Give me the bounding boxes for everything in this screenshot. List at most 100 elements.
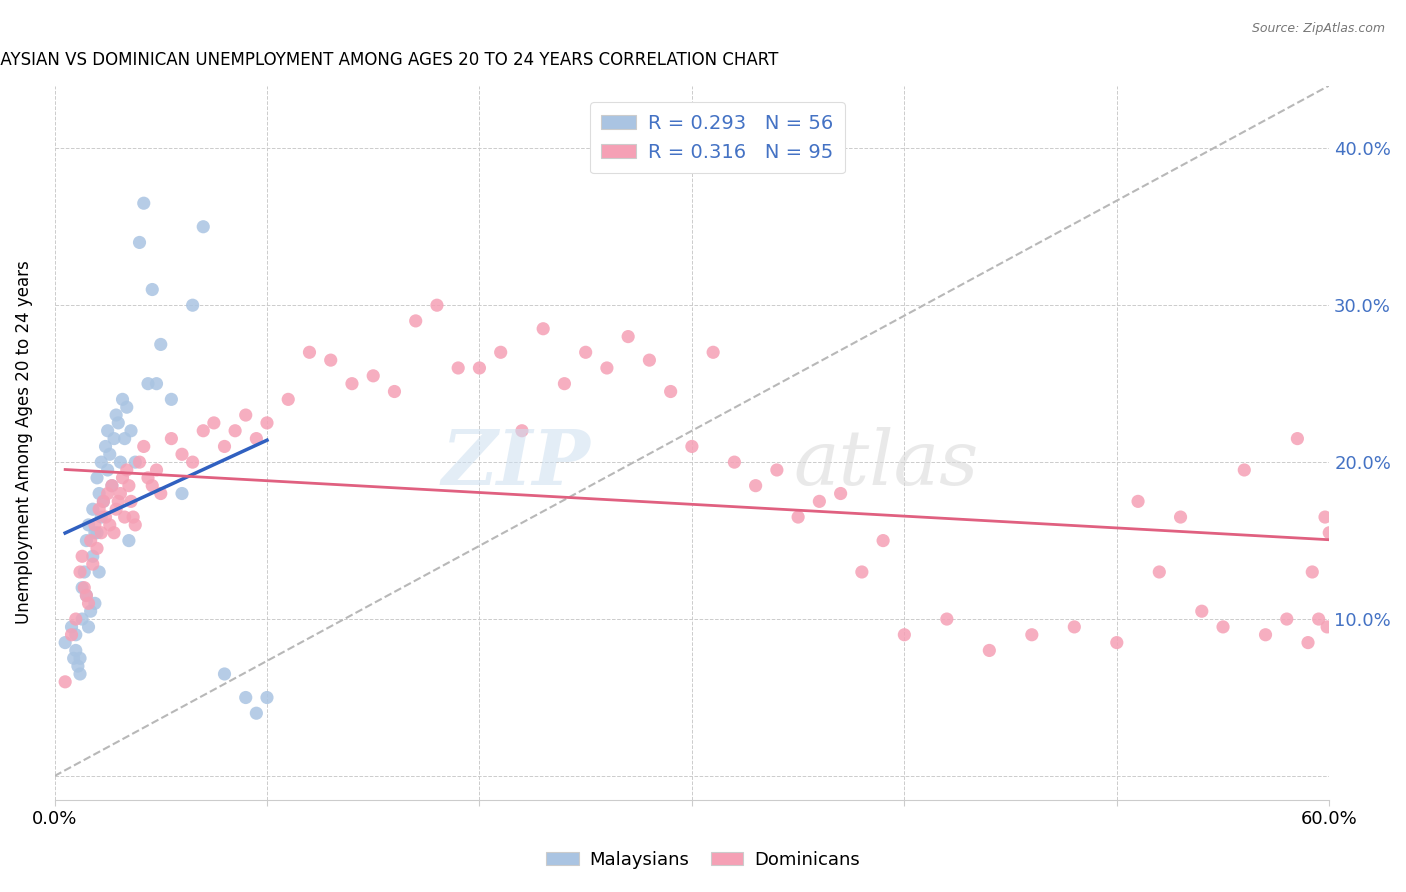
Point xyxy=(851,565,873,579)
Point xyxy=(83,517,105,532)
Point xyxy=(1301,565,1323,579)
Point xyxy=(105,408,128,422)
Point xyxy=(77,596,100,610)
Point xyxy=(89,565,111,579)
Point xyxy=(79,604,101,618)
Point xyxy=(141,478,163,492)
Point xyxy=(103,432,125,446)
Point xyxy=(202,416,225,430)
Point xyxy=(107,494,129,508)
Point xyxy=(1126,494,1149,508)
Point xyxy=(120,424,142,438)
Point xyxy=(122,510,145,524)
Point xyxy=(90,455,112,469)
Point xyxy=(73,581,96,595)
Point xyxy=(1105,635,1128,649)
Point xyxy=(65,643,87,657)
Point xyxy=(82,557,104,571)
Point xyxy=(361,368,384,383)
Point xyxy=(69,565,91,579)
Point xyxy=(111,471,134,485)
Point xyxy=(245,706,267,721)
Point xyxy=(235,690,257,705)
Point xyxy=(1313,510,1336,524)
Point xyxy=(935,612,957,626)
Point xyxy=(132,439,155,453)
Point xyxy=(872,533,894,548)
Point xyxy=(94,510,117,524)
Point xyxy=(86,541,108,556)
Point xyxy=(128,455,150,469)
Point xyxy=(426,298,449,312)
Point xyxy=(90,510,112,524)
Point xyxy=(1149,565,1171,579)
Point xyxy=(90,525,112,540)
Point xyxy=(86,471,108,485)
Point xyxy=(89,486,111,500)
Point xyxy=(75,589,97,603)
Point xyxy=(170,447,193,461)
Legend: R = 0.293   N = 56, R = 0.316   N = 95: R = 0.293 N = 56, R = 0.316 N = 95 xyxy=(589,103,845,173)
Y-axis label: Unemployment Among Ages 20 to 24 years: Unemployment Among Ages 20 to 24 years xyxy=(15,260,32,624)
Point xyxy=(1063,620,1085,634)
Point xyxy=(340,376,363,391)
Point xyxy=(384,384,406,399)
Point xyxy=(510,424,533,438)
Point xyxy=(298,345,321,359)
Point xyxy=(111,392,134,407)
Point xyxy=(110,455,132,469)
Point xyxy=(60,628,83,642)
Point xyxy=(1317,525,1340,540)
Point xyxy=(145,463,167,477)
Point xyxy=(70,581,93,595)
Point xyxy=(149,337,172,351)
Point xyxy=(489,345,512,359)
Point xyxy=(596,361,619,376)
Point xyxy=(405,314,427,328)
Point xyxy=(468,361,491,376)
Text: Source: ZipAtlas.com: Source: ZipAtlas.com xyxy=(1251,22,1385,36)
Point xyxy=(181,298,204,312)
Point xyxy=(82,502,104,516)
Point xyxy=(277,392,299,407)
Point xyxy=(132,196,155,211)
Point xyxy=(553,376,575,391)
Point xyxy=(1254,628,1277,642)
Point xyxy=(115,401,138,415)
Point xyxy=(1191,604,1213,618)
Point xyxy=(101,478,124,492)
Point xyxy=(1308,612,1330,626)
Point xyxy=(638,353,661,368)
Point xyxy=(86,525,108,540)
Text: ZIP: ZIP xyxy=(441,427,591,501)
Point xyxy=(136,376,159,391)
Point xyxy=(98,447,121,461)
Point xyxy=(808,494,831,508)
Point xyxy=(97,463,120,477)
Point xyxy=(766,463,789,477)
Point xyxy=(723,455,745,469)
Point xyxy=(118,533,141,548)
Point xyxy=(447,361,470,376)
Point xyxy=(105,502,128,516)
Point xyxy=(214,439,236,453)
Point xyxy=(256,690,278,705)
Point xyxy=(53,635,76,649)
Point xyxy=(65,612,87,626)
Point xyxy=(93,494,115,508)
Point xyxy=(60,620,83,634)
Point xyxy=(114,510,136,524)
Point xyxy=(103,525,125,540)
Point xyxy=(53,674,76,689)
Point xyxy=(979,643,1001,657)
Point xyxy=(141,283,163,297)
Point xyxy=(531,322,554,336)
Point xyxy=(787,510,810,524)
Point xyxy=(681,439,703,453)
Point xyxy=(93,494,115,508)
Point xyxy=(1316,620,1339,634)
Point xyxy=(114,432,136,446)
Point xyxy=(744,478,766,492)
Point xyxy=(128,235,150,250)
Point xyxy=(193,424,215,438)
